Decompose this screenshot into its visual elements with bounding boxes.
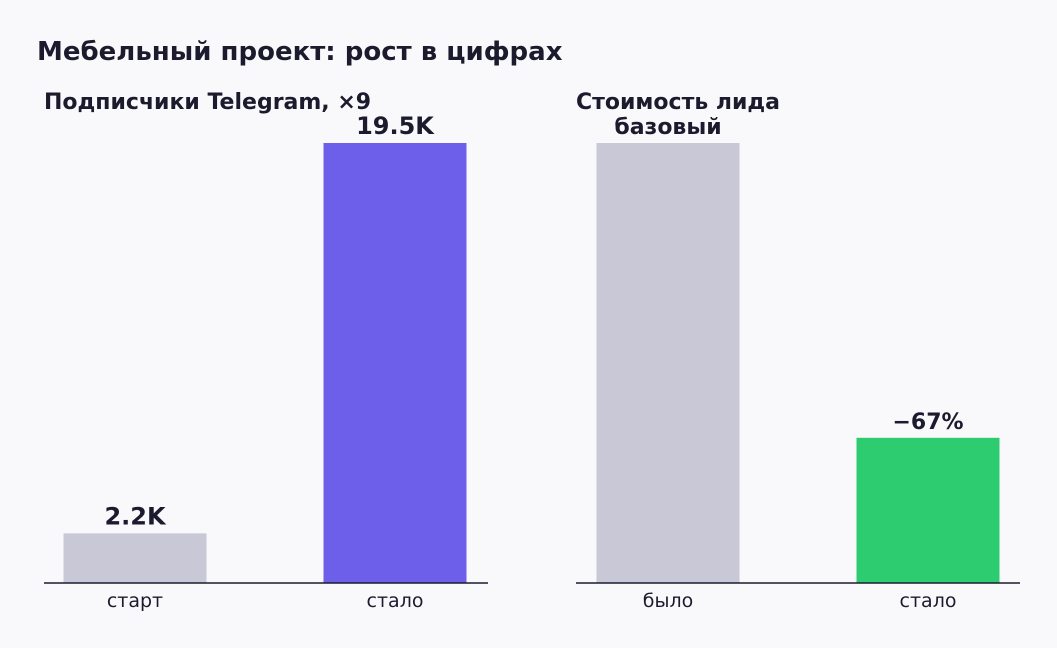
x-tick-label: стало xyxy=(900,590,957,612)
lead-cost-chart: было стало базовый −67% Стоимость лида xyxy=(576,90,1020,612)
x-tick-label: стало xyxy=(367,590,424,612)
bar-value-label: базовый xyxy=(614,115,721,140)
bar-value-label: 2.2K xyxy=(104,502,167,530)
x-tick-label: было xyxy=(643,590,694,612)
bar-value-label: 19.5K xyxy=(356,112,435,140)
bar-стало xyxy=(323,143,467,583)
x-tick-label: старт xyxy=(107,590,163,612)
chart-title: Подписчики Telegram, ×9 xyxy=(44,90,371,115)
chart-title: Стоимость лида xyxy=(576,90,780,115)
bar-было xyxy=(596,143,740,583)
bar-старт xyxy=(63,533,207,583)
figure-title: Мебельный проект: рост в цифрах xyxy=(37,37,563,67)
bar-стало xyxy=(856,437,1000,583)
bar-value-label: −67% xyxy=(892,410,963,435)
